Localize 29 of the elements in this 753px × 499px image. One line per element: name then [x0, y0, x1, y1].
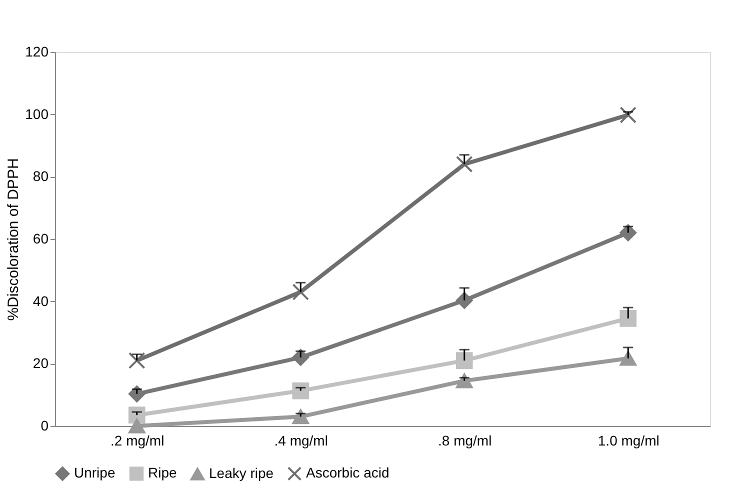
- point: [456, 156, 473, 173]
- x-tick-label: .4 mg/ml: [274, 432, 328, 448]
- legend-label: Unripe: [74, 464, 116, 481]
- y-tick-label: 0: [40, 418, 49, 434]
- point: [620, 310, 637, 327]
- point: [292, 409, 310, 424]
- y-tick-label: 20: [32, 355, 49, 372]
- point: [456, 292, 473, 309]
- legend-label: Ascorbic acid: [306, 464, 390, 481]
- y-tick-label: 40: [32, 292, 49, 309]
- point: [128, 352, 146, 369]
- y-axis-title: %Discoloration of DPPH: [5, 158, 22, 321]
- point: [292, 284, 310, 300]
- legend-label: Ripe: [148, 464, 178, 481]
- x-tick-label: 1.0 mg/ml: [598, 432, 660, 448]
- point: [128, 418, 146, 434]
- y-tick-label: 60: [32, 230, 49, 246]
- x-tick-label: .8 mg/ml: [438, 432, 492, 448]
- y-tick-label: 120: [25, 44, 49, 60]
- legend-label: Leaky ripe: [209, 465, 274, 482]
- point: [292, 382, 310, 400]
- x-tick-label: .2 mg/ml: [110, 432, 164, 448]
- point: [620, 350, 637, 366]
- point: [620, 106, 637, 124]
- point: [456, 373, 473, 388]
- y-tick-label: 100: [25, 106, 49, 122]
- point: [456, 352, 473, 369]
- point: [292, 349, 310, 366]
- y-tick-label: 80: [32, 168, 49, 184]
